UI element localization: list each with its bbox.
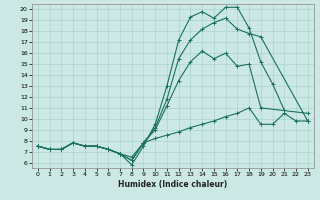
X-axis label: Humidex (Indice chaleur): Humidex (Indice chaleur) — [118, 180, 228, 189]
